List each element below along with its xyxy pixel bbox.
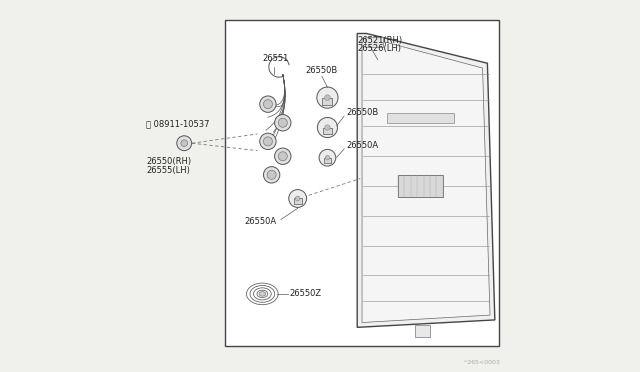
Bar: [323, 97, 332, 105]
Circle shape: [267, 170, 276, 179]
Bar: [415, 326, 429, 337]
Text: 26551: 26551: [262, 54, 289, 63]
Text: 26521(RH): 26521(RH): [357, 36, 403, 45]
Text: ^265<0003: ^265<0003: [463, 360, 500, 365]
Circle shape: [325, 155, 330, 160]
Text: 26550B: 26550B: [306, 65, 338, 74]
Text: 26555(LH): 26555(LH): [146, 166, 190, 175]
Circle shape: [275, 115, 291, 131]
Bar: [225, 20, 499, 346]
Circle shape: [317, 118, 337, 138]
Polygon shape: [362, 38, 490, 323]
Text: 26550A: 26550A: [346, 141, 378, 150]
Text: 26550A: 26550A: [244, 217, 276, 226]
Circle shape: [181, 140, 188, 147]
Text: 26550(RH): 26550(RH): [146, 157, 191, 166]
Circle shape: [295, 196, 300, 201]
Ellipse shape: [259, 292, 266, 296]
Text: 26526(LH): 26526(LH): [357, 44, 401, 53]
Circle shape: [289, 190, 307, 208]
Circle shape: [278, 152, 287, 161]
Circle shape: [278, 118, 287, 127]
Circle shape: [275, 148, 291, 164]
Text: 26550Z: 26550Z: [289, 289, 322, 298]
Circle shape: [324, 125, 330, 130]
Circle shape: [317, 87, 338, 108]
Circle shape: [260, 133, 276, 150]
Circle shape: [319, 149, 336, 166]
Polygon shape: [357, 33, 495, 327]
Bar: [365, 37, 383, 46]
Circle shape: [177, 136, 191, 151]
Circle shape: [324, 95, 330, 100]
Circle shape: [264, 137, 273, 146]
Circle shape: [264, 167, 280, 183]
Circle shape: [264, 100, 273, 109]
Text: ⓝ 08911-10537: ⓝ 08911-10537: [146, 119, 209, 128]
Circle shape: [260, 96, 276, 112]
Bar: [387, 113, 454, 123]
Text: 26550B: 26550B: [346, 108, 378, 116]
Bar: [324, 158, 332, 163]
Bar: [398, 175, 443, 197]
Bar: [323, 128, 332, 134]
Bar: [294, 199, 302, 205]
